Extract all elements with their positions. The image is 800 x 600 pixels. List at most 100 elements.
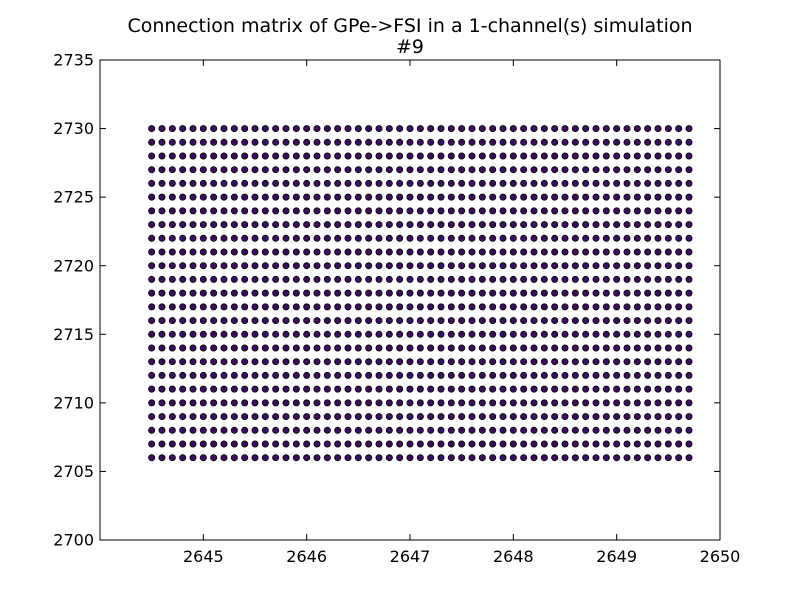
scatter-point	[158, 371, 166, 379]
scatter-point	[530, 125, 538, 133]
scatter-point	[282, 248, 290, 256]
scatter-point	[148, 303, 156, 311]
scatter-point	[261, 166, 269, 174]
scatter-point	[210, 125, 218, 133]
scatter-point	[272, 330, 280, 338]
scatter-point	[251, 385, 259, 393]
scatter-point	[220, 440, 228, 448]
scatter-point	[241, 330, 249, 338]
scatter-point	[427, 358, 435, 366]
scatter-point	[571, 234, 579, 242]
scatter-point	[148, 221, 156, 229]
scatter-point	[189, 166, 197, 174]
scatter-point	[148, 275, 156, 283]
scatter-point	[478, 207, 486, 215]
scatter-point	[179, 125, 187, 133]
scatter-point	[375, 289, 383, 297]
scatter-point	[261, 262, 269, 270]
scatter-point	[406, 426, 414, 434]
scatter-point	[241, 125, 249, 133]
scatter-point	[158, 399, 166, 407]
scatter-point	[478, 275, 486, 283]
scatter-point	[406, 262, 414, 270]
scatter-point	[365, 248, 373, 256]
scatter-point	[613, 275, 621, 283]
scatter-point	[344, 179, 352, 187]
scatter-point	[375, 221, 383, 229]
scatter-point	[499, 426, 507, 434]
scatter-point	[199, 358, 207, 366]
scatter-point	[230, 166, 238, 174]
scatter-point	[489, 262, 497, 270]
scatter-point	[272, 193, 280, 201]
scatter-point	[685, 262, 693, 270]
scatter-point	[664, 426, 672, 434]
scatter-point	[520, 193, 528, 201]
scatter-point	[509, 138, 517, 146]
scatter-point	[210, 385, 218, 393]
scatter-point	[416, 262, 424, 270]
scatter-point	[251, 166, 259, 174]
scatter-point	[571, 440, 579, 448]
scatter-point	[148, 234, 156, 242]
scatter-point	[303, 303, 311, 311]
scatter-point	[633, 152, 641, 160]
scatter-point	[427, 399, 435, 407]
scatter-point	[261, 179, 269, 187]
scatter-point	[644, 358, 652, 366]
scatter-point	[602, 125, 610, 133]
scatter-point	[354, 289, 362, 297]
scatter-point	[272, 385, 280, 393]
scatter-point	[447, 125, 455, 133]
scatter-point	[158, 234, 166, 242]
scatter-point	[458, 399, 466, 407]
scatter-point	[241, 275, 249, 283]
scatter-point	[354, 207, 362, 215]
scatter-point	[437, 413, 445, 421]
scatter-point	[571, 193, 579, 201]
scatter-point	[685, 289, 693, 297]
scatter-point	[478, 426, 486, 434]
scatter-point	[633, 234, 641, 242]
scatter-point	[375, 248, 383, 256]
scatter-point	[499, 399, 507, 407]
scatter-point	[189, 317, 197, 325]
scatter-point	[489, 358, 497, 366]
scatter-point	[561, 262, 569, 270]
scatter-point	[602, 330, 610, 338]
scatter-point	[396, 399, 404, 407]
scatter-point	[344, 221, 352, 229]
scatter-point	[664, 166, 672, 174]
scatter-point	[323, 234, 331, 242]
scatter-point	[644, 330, 652, 338]
scatter-point	[468, 179, 476, 187]
scatter-point	[427, 179, 435, 187]
scatter-point	[323, 193, 331, 201]
scatter-point	[437, 358, 445, 366]
scatter-point	[272, 125, 280, 133]
scatter-point	[303, 193, 311, 201]
scatter-point	[468, 371, 476, 379]
scatter-point	[396, 275, 404, 283]
scatter-point	[158, 125, 166, 133]
scatter-point	[189, 371, 197, 379]
scatter-point	[303, 385, 311, 393]
scatter-point	[210, 317, 218, 325]
scatter-point	[303, 426, 311, 434]
scatter-point	[489, 440, 497, 448]
scatter-point	[272, 138, 280, 146]
scatter-point	[344, 248, 352, 256]
scatter-point	[303, 371, 311, 379]
scatter-point	[323, 152, 331, 160]
scatter-point	[582, 275, 590, 283]
scatter-point	[427, 248, 435, 256]
scatter-point	[220, 207, 228, 215]
scatter-point	[509, 303, 517, 311]
scatter-point	[406, 289, 414, 297]
scatter-point	[416, 426, 424, 434]
scatter-point	[592, 275, 600, 283]
scatter-point	[623, 275, 631, 283]
scatter-point	[664, 275, 672, 283]
scatter-point	[654, 358, 662, 366]
scatter-point	[489, 125, 497, 133]
